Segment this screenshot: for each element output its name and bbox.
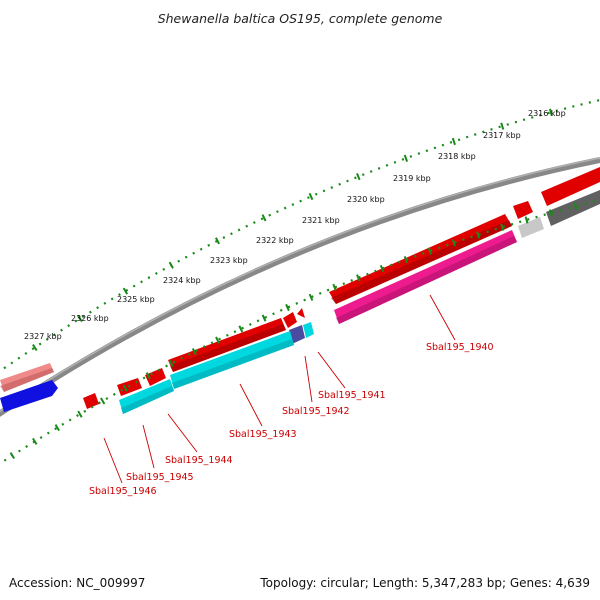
gene-label-1940: Sbal195_1940 [426,342,494,353]
scale-tick [168,261,174,269]
gene-blue-left [0,380,58,412]
gene-red-right-a [513,201,533,219]
genome-backbone-highlight [0,157,600,413]
gene-red-1944-upper [145,368,166,386]
scale-tick [451,239,456,247]
gene-grey-right [546,190,600,226]
gene-red-right-b [541,167,600,206]
scale-label-2318: 2318 kbp [438,152,476,161]
scale-tick [77,410,83,418]
scale-tick [549,108,553,116]
scale-tick [122,384,128,392]
scale-tick [332,283,337,291]
scale-tick [122,287,129,295]
gene-red-small-b [297,308,305,318]
gene-cyan-1943-shade [172,339,294,389]
callout-1941 [317,351,346,389]
scale-tick [215,237,220,245]
accession-label: Accession: NC_009997 [9,576,146,590]
gene-red-small-a [283,312,297,328]
topology-label: Topology: circular; Length: 5,347,283 bp… [260,576,590,590]
gene-red-1940-upper-shade [331,220,512,304]
scale-label-2319: 2319 kbp [393,174,431,183]
scale-tick [32,437,38,445]
scale-label-2325: 2325 kbp [117,295,155,304]
scale-tick [191,348,197,356]
gene-navy-1942 [289,325,305,344]
gene-cyan-1941 [303,322,314,338]
gene-label-1944: Sbal195_1944 [165,455,233,466]
scale-tick [168,359,174,368]
forward-strand-genes [0,167,600,412]
scale-tick [427,247,432,255]
scale-tick [9,452,16,460]
scale-label-2321: 2321 kbp [302,216,340,225]
gene-label-1942: Sbal195_1942 [282,406,350,417]
gene-magenta-1940-shade [336,236,517,324]
scale-tick [451,137,456,146]
callout-1943 [239,383,263,427]
scale-tick [308,192,314,201]
gene-pink-left-shade [0,368,54,392]
scale-label-2320: 2320 kbp [347,195,385,204]
scale-tick [403,256,409,264]
scale-minor-ticks [9,202,578,460]
scale-tick [77,315,83,323]
scale-label-2323: 2323 kbp [210,256,248,265]
gene-label-1943: Sbal195_1943 [229,429,297,440]
scale-tick [32,344,38,351]
scale-tick [549,209,553,217]
gene-callout-lines [103,294,456,484]
reverse-strand-genes [119,190,600,414]
callout-1942 [304,355,313,403]
scale-tick [145,372,151,380]
scale-tick [573,202,578,210]
scale-tick [356,274,361,282]
scale-tick [356,173,361,181]
scale-label-2324: 2324 kbp [163,276,201,285]
callout-1940 [429,294,456,341]
scale-tick [215,336,220,344]
scale-tick [308,293,314,301]
scale-label-2317: 2317 kbp [483,131,521,140]
callout-1945 [142,424,155,469]
gene-red-1943-upper-shade [170,324,286,372]
genome-backbone [0,157,600,417]
scale-tick [238,325,244,333]
scale-major-ticks [32,108,553,351]
gene-label-1946: Sbal195_1946 [89,486,157,497]
scale-tick [100,397,106,405]
scale-label-2327: 2327 kbp [24,332,62,341]
gene-red-1946-upper [83,393,99,409]
map-title: Shewanella baltica OS195, complete genom… [158,11,443,26]
scale-label-2322: 2322 kbp [256,236,294,245]
gene-cyan-1945-shade [121,386,174,414]
gene-label-1941: Sbal195_1941 [318,390,386,401]
scale-tick [379,264,385,273]
gene-lightgrey-right [518,217,544,238]
scale-label-2316: 2316 kbp [528,109,566,118]
scale-tick [403,154,409,162]
scale-tick [261,314,267,322]
scale-label-2326: 2326 kbp [71,314,109,323]
scale-tick [524,216,529,224]
callout-1946 [103,437,123,484]
callout-1944 [167,413,198,453]
scale-tick [285,303,290,312]
scale-tick [54,424,60,432]
scale-tick [500,122,505,130]
gene-label-1945: Sbal195_1945 [126,472,194,483]
scale-tick [261,214,267,222]
scale-tick [476,231,481,239]
scale-tick [500,223,505,231]
